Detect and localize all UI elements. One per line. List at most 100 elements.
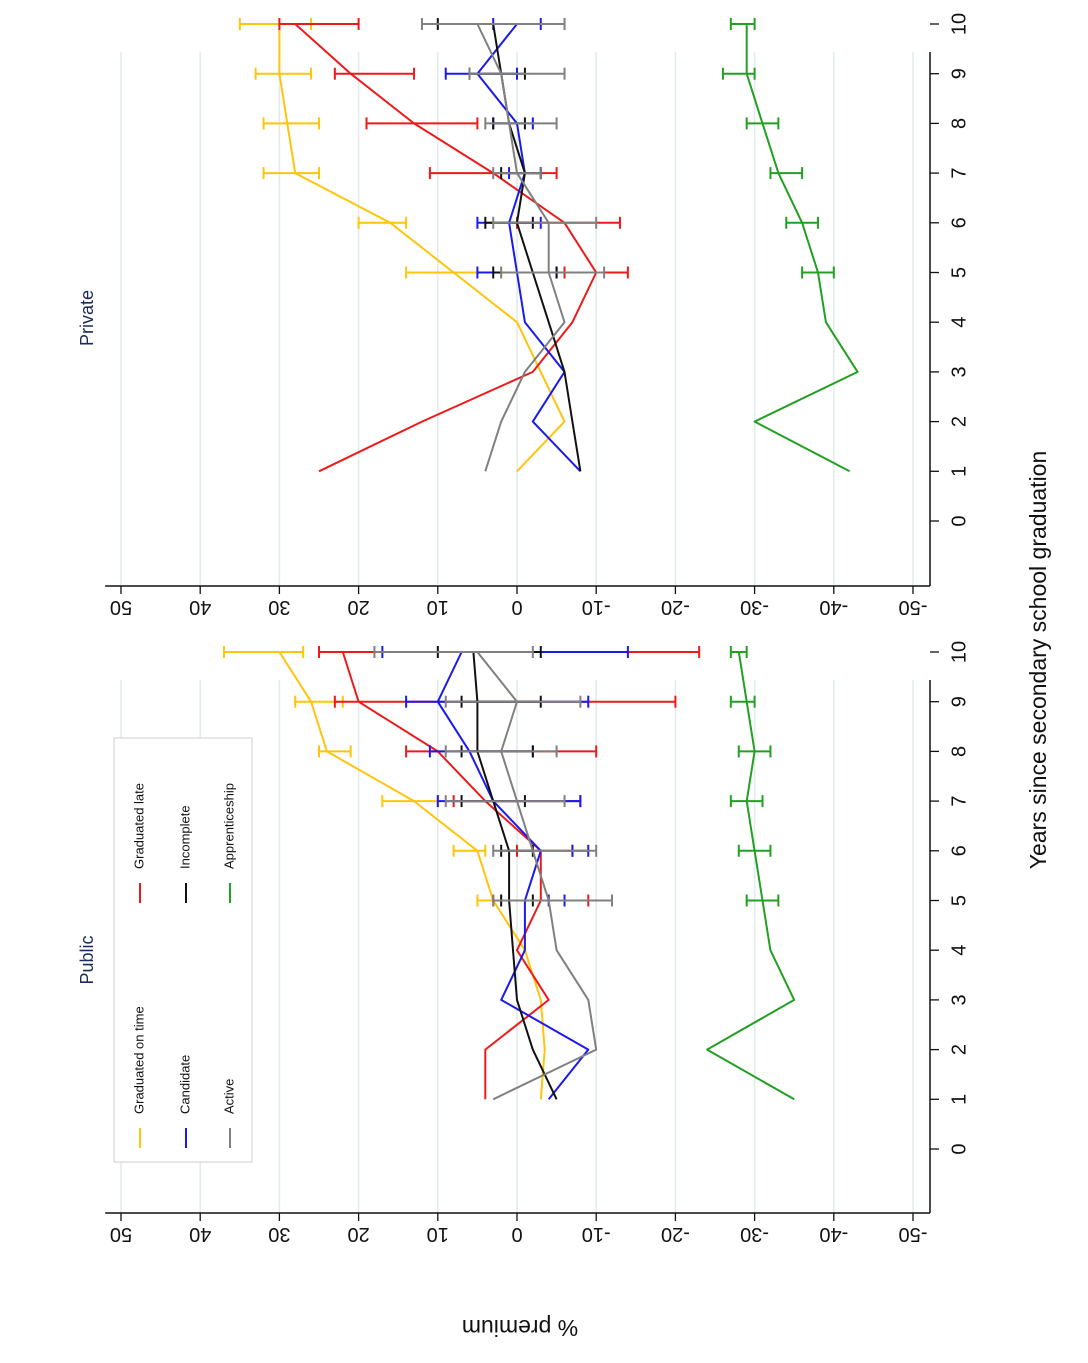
x-tick-label: 7 <box>948 168 970 179</box>
x-tick-label: 9 <box>948 696 970 707</box>
legend-entry-graduated-on-time: Graduated on time <box>131 1006 146 1148</box>
y-tick-label: -40 <box>819 1223 848 1245</box>
error-bar <box>278 18 360 30</box>
x-tick-label: 3 <box>948 366 970 377</box>
error-bar <box>729 646 748 658</box>
error-bar <box>492 167 542 180</box>
x-tick-label: 1 <box>948 1094 970 1105</box>
series-line <box>706 651 796 1101</box>
legend-label: Active <box>221 1079 236 1114</box>
y-tick-label: -50 <box>899 1223 928 1245</box>
error-bar <box>333 67 416 80</box>
error-bar <box>365 117 479 130</box>
error-bar <box>729 795 764 808</box>
error-bar <box>484 117 558 130</box>
series-line <box>278 24 566 472</box>
x-tick-label: 7 <box>948 796 970 807</box>
y-tick-label: 50 <box>110 596 132 618</box>
x-tick-label: 8 <box>948 746 970 757</box>
x-tick-label: 4 <box>948 317 970 328</box>
error-bar <box>745 117 780 130</box>
error-bar <box>452 844 487 857</box>
plot-area: 50 40 30 20 10 0 -10 -20 -30 -40 -50012345678910Pu… <box>77 13 971 1245</box>
legend-box <box>113 737 253 1163</box>
error-bar <box>318 745 352 758</box>
x-tick-label: 10 <box>948 13 970 35</box>
series-line <box>745 24 859 473</box>
legend-entry-apprenticeship: Apprenticeship <box>221 783 236 903</box>
y-tick-label: -30 <box>740 1223 769 1245</box>
series-active <box>373 646 614 1101</box>
error-bar <box>444 695 582 708</box>
y-tick-label: 30 <box>268 1223 290 1245</box>
error-bar <box>254 67 313 80</box>
series-line <box>476 651 598 1101</box>
y-tick-label: 20 <box>347 1223 369 1245</box>
legend-entry-incomplete: Incomplete <box>177 805 192 903</box>
error-bar <box>801 266 835 279</box>
error-bar <box>373 646 534 658</box>
series-line <box>436 651 590 1100</box>
error-bar <box>262 117 320 130</box>
series-apprenticeship <box>721 18 859 473</box>
x-tick-label: 0 <box>948 515 970 526</box>
error-bar <box>737 844 772 857</box>
error-bar <box>468 67 566 80</box>
y-tick-label: 50 <box>110 1223 132 1245</box>
legend-entry-graduated-late: Graduated late <box>131 783 146 903</box>
series-apprenticeship <box>706 646 796 1101</box>
y-tick-label: 40 <box>189 596 211 618</box>
y-tick-label: -20 <box>661 596 690 618</box>
legend-label: Graduated late <box>131 783 146 869</box>
legend-label: Graduated on time <box>131 1006 146 1114</box>
error-bar <box>769 167 804 180</box>
y-tick-label: 0 <box>511 1223 522 1245</box>
panel-private: 50 40 30 20 10 0 -10 -20 -30 -40 -50 0 1 2 3 4 5 6 7 8 9 10 Pr… <box>77 13 971 618</box>
x-tick-label: 5 <box>948 895 970 906</box>
series-line <box>294 23 598 473</box>
error-bar <box>745 894 780 907</box>
y-tick-label: -40 <box>819 596 848 618</box>
error-bar <box>262 167 320 180</box>
error-bar <box>729 18 756 30</box>
x-tick-label: 4 <box>948 945 970 956</box>
legend-label: Candidate <box>177 1055 192 1114</box>
error-bar <box>492 894 614 907</box>
error-bar <box>444 745 558 758</box>
x-tick-label: 2 <box>948 1044 970 1055</box>
x-tick-label: 1 <box>948 466 970 477</box>
x-tick-label: 10 <box>948 641 970 663</box>
y-tick-label: 40 <box>189 1223 211 1245</box>
error-bar <box>785 216 819 229</box>
y-tick-label: -10 <box>582 596 611 618</box>
legend-entry-candidate: Candidate <box>177 1055 192 1148</box>
error-bar <box>500 266 606 279</box>
y-tick-label: 0 <box>511 596 522 618</box>
legend-label: Incomplete <box>177 805 192 869</box>
error-bar <box>737 745 772 758</box>
legend-entry-active: Active <box>221 1079 236 1148</box>
error-bar <box>721 67 756 80</box>
legend: Graduated on time Candidate Active Graduate… <box>113 737 253 1163</box>
panel-title: Private <box>77 290 97 346</box>
x-tick-label: 3 <box>948 994 970 1005</box>
y-tick-label: 10 <box>427 596 449 618</box>
panel-title: Public <box>77 935 97 984</box>
error-bar <box>420 18 566 30</box>
series-line <box>476 23 582 472</box>
error-bar <box>492 844 598 857</box>
y-axis-title: % premium <box>462 1315 578 1341</box>
series-active <box>420 18 606 472</box>
y-tick-label: 10 <box>427 1223 449 1245</box>
panel-public: 50 40 30 20 10 0 -10 -20 -30 -40 -50 0 1 2 3 4 5 6 7 8 9 10 Pu… <box>77 641 971 1245</box>
error-bar <box>729 695 756 708</box>
x-tick-label: 6 <box>948 217 970 228</box>
y-tick-label: -10 <box>582 1223 611 1245</box>
x-tick-label: 5 <box>948 267 970 278</box>
y-tick-label: 20 <box>347 596 369 618</box>
y-tick-label: 30 <box>268 596 290 618</box>
x-tick-label: 9 <box>948 68 970 79</box>
error-bar <box>222 646 305 658</box>
x-tick-label: 8 <box>948 118 970 129</box>
